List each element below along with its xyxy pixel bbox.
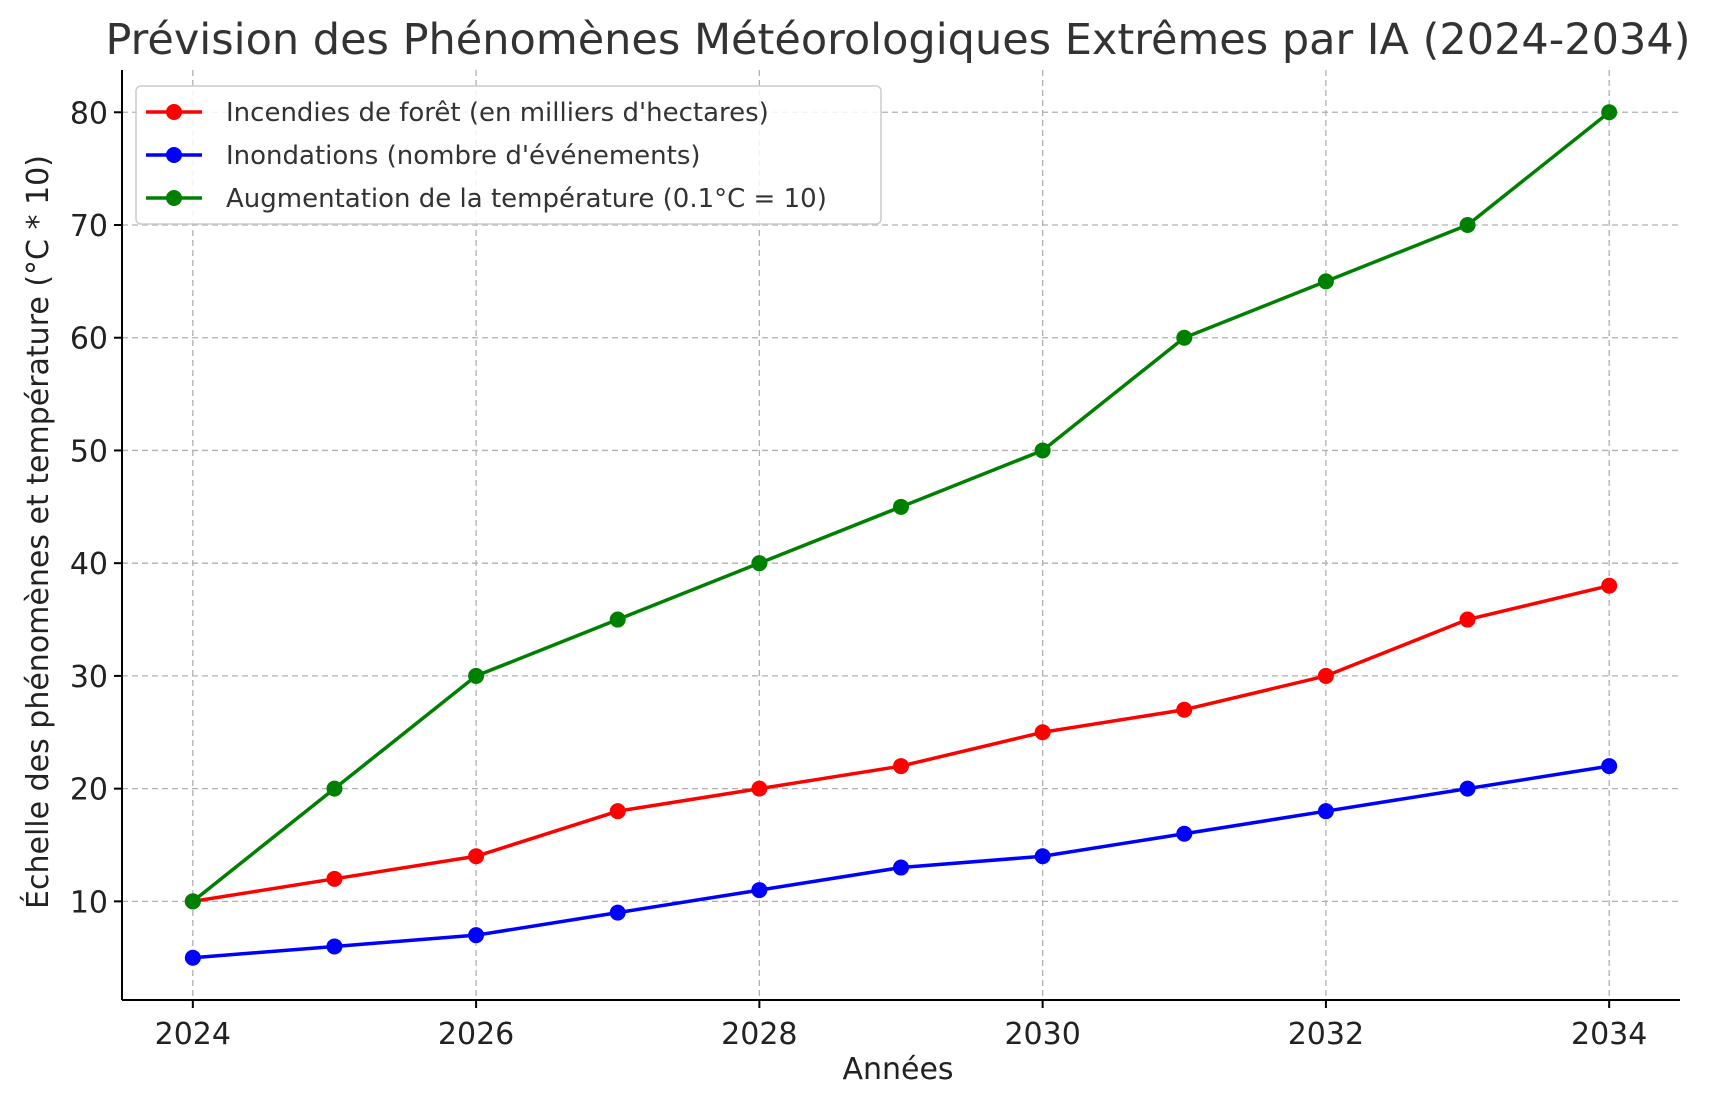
data-point	[468, 848, 485, 865]
legend-item: Incendies de forêt (en milliers d'hectar…	[146, 98, 769, 128]
y-tick-label: 70	[70, 209, 108, 244]
data-point	[751, 882, 768, 899]
legend-label: Augmentation de la température (0.1°C = …	[226, 184, 827, 214]
legend-box	[135, 85, 882, 225]
x-tick-label: 2024	[155, 1017, 231, 1052]
series-line	[192, 584, 1610, 904]
data-point	[1601, 758, 1618, 775]
series-2	[184, 104, 1618, 910]
data-point	[1317, 273, 1334, 290]
y-tick-label: 30	[70, 660, 108, 695]
series-0	[184, 577, 1618, 910]
y-tick-label: 20	[70, 773, 108, 808]
data-point	[1034, 848, 1051, 865]
x-axis-label: Années	[842, 1052, 953, 1087]
data-point	[1459, 217, 1476, 233]
data-point	[1317, 667, 1334, 684]
series-1	[184, 758, 1618, 966]
data-point	[893, 758, 909, 775]
legend-swatch-marker	[166, 190, 182, 206]
y-tick-label: 10	[70, 885, 108, 920]
x-tick-label: 2034	[1571, 1017, 1647, 1052]
chart-title: Prévision des Phénomènes Météorologiques…	[105, 15, 1690, 65]
data-point	[184, 949, 201, 966]
plot-series	[184, 104, 1618, 966]
data-point	[609, 611, 626, 628]
legend-item: Augmentation de la température (0.1°C = …	[146, 184, 827, 214]
y-tick-label: 60	[70, 322, 108, 357]
grid-lines	[122, 70, 1680, 1000]
data-point	[1034, 724, 1051, 741]
x-tick-label: 2032	[1288, 1017, 1364, 1052]
data-point	[1459, 611, 1476, 628]
y-tick-label: 50	[70, 434, 108, 469]
y-tick-label: 80	[70, 96, 108, 131]
data-point	[1459, 780, 1476, 797]
data-point	[609, 904, 626, 921]
legend-label: Incendies de forêt (en milliers d'hectar…	[226, 98, 769, 128]
legend-swatch-marker	[166, 104, 182, 120]
x-tick-label: 2030	[1004, 1017, 1080, 1052]
data-point	[1176, 329, 1193, 346]
x-tick-label: 2026	[438, 1017, 514, 1052]
data-point	[184, 893, 201, 910]
legend-label: Inondations (nombre d'événements)	[226, 141, 701, 171]
data-point	[326, 938, 343, 955]
legend-item: Inondations (nombre d'événements)	[146, 141, 701, 171]
data-point	[751, 555, 768, 572]
data-point	[468, 927, 485, 944]
legend: Incendies de forêt (en milliers d'hectar…	[135, 85, 882, 225]
data-point	[326, 870, 343, 887]
data-point	[1034, 442, 1051, 459]
data-point	[1176, 825, 1193, 842]
y-tick-label: 40	[70, 547, 108, 582]
data-point	[1176, 701, 1193, 718]
data-point	[609, 803, 626, 820]
data-point	[1601, 577, 1618, 594]
data-point	[1317, 803, 1334, 820]
legend-swatch-marker	[166, 147, 182, 163]
y-axis-label: Échelle des phénomènes et température (°…	[20, 155, 56, 909]
data-point	[1601, 104, 1618, 121]
data-point	[326, 780, 343, 797]
data-point	[893, 498, 909, 515]
x-tick-label: 2028	[721, 1017, 797, 1052]
data-point	[751, 780, 768, 797]
data-point	[468, 667, 485, 684]
data-point	[893, 859, 909, 876]
